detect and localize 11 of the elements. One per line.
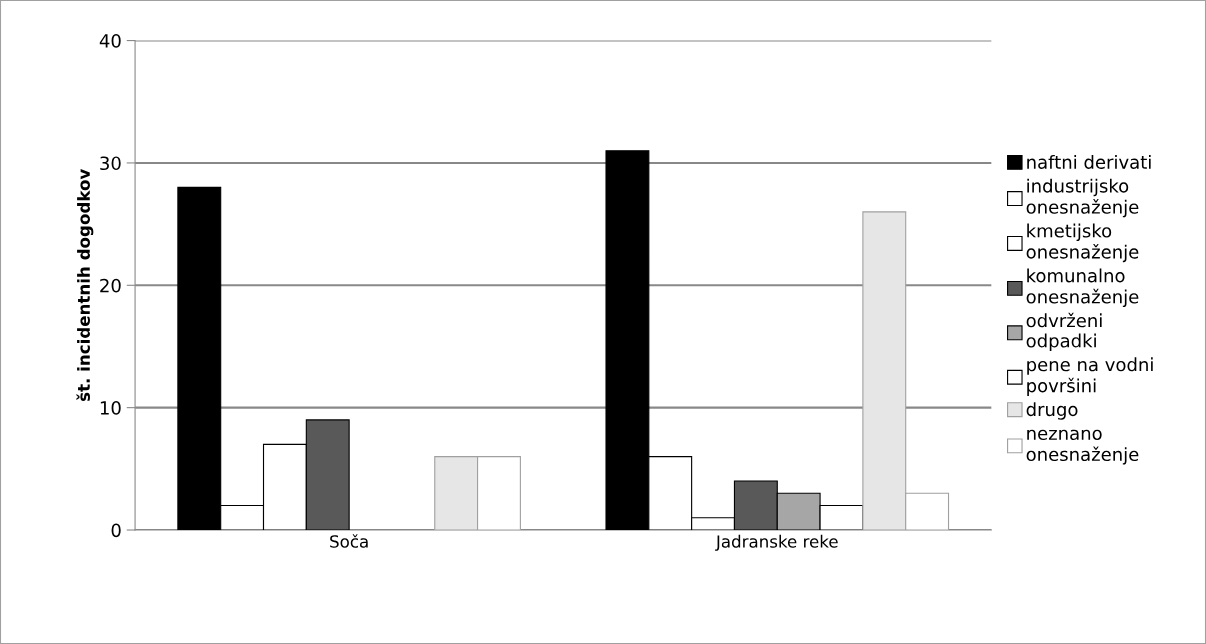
y-tick-label: 30 [100, 156, 121, 171]
y-tick-label: 0 [111, 523, 121, 538]
x-tick-label: Soča [330, 534, 368, 548]
legend-label: drugo [1026, 402, 1078, 420]
legend-label: neznano onesnaženje [1026, 429, 1139, 465]
y-axis-title: št. incidentnih dogodkov [76, 168, 94, 402]
x-tick-label: Jadranske reke [715, 534, 838, 551]
y-tick-label: 40 [99, 34, 121, 48]
y-tick-label: 10 [100, 401, 121, 415]
legend-label: naftni derivati [1027, 154, 1151, 169]
y-tick-label: 20 [100, 278, 121, 293]
